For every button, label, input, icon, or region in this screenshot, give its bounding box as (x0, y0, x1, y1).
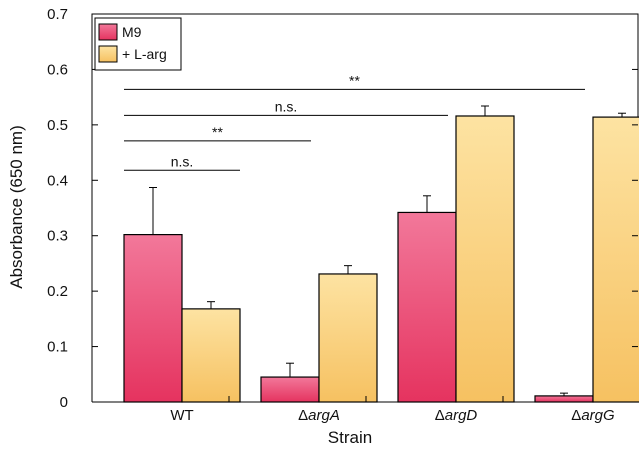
legend-label-larg: + L-arg (122, 46, 167, 62)
x-tick-label-wt: WT (170, 407, 193, 424)
x-tick-label-arga: ΔargA (298, 407, 340, 424)
significance-label-4: ** (349, 72, 360, 88)
y-tick-label-6: 0.6 (47, 61, 68, 78)
y-tick-label-4: 0.4 (47, 172, 68, 189)
y-tick-label-5: 0.5 (47, 117, 68, 134)
x-tick-label-argg: ΔargG (571, 407, 615, 424)
significance-label-3: n.s. (275, 98, 298, 114)
x-tick-label-argd: ΔargD (435, 407, 478, 424)
x-axis-title: Strain (328, 428, 372, 447)
significance-label-2: ** (212, 124, 223, 140)
bar-m9-argd (397, 211, 457, 403)
y-tick-label-3: 0.3 (47, 228, 68, 245)
significance-label-1: n.s. (171, 153, 194, 169)
bar-m9-argg (534, 395, 594, 403)
y-axis-title: Absorbance (650 nm) (7, 125, 26, 288)
y-tick-label-1: 0.1 (47, 339, 68, 356)
legend-swatch-larg (98, 45, 118, 63)
bar-m9-wt (123, 234, 183, 403)
legend-swatch-m9 (98, 23, 118, 41)
bar-m9-arga (260, 376, 320, 403)
y-tick-label-0: 0 (60, 394, 68, 411)
bar-larg-argd (455, 115, 515, 403)
bar-larg-argg (592, 116, 639, 403)
legend-label-m9: M9 (122, 24, 142, 40)
bar-larg-arga (318, 273, 378, 403)
bar-larg-wt (181, 308, 241, 403)
y-tick-label-2: 0.2 (47, 283, 68, 300)
y-tick-label-7: 0.7 (47, 6, 68, 23)
